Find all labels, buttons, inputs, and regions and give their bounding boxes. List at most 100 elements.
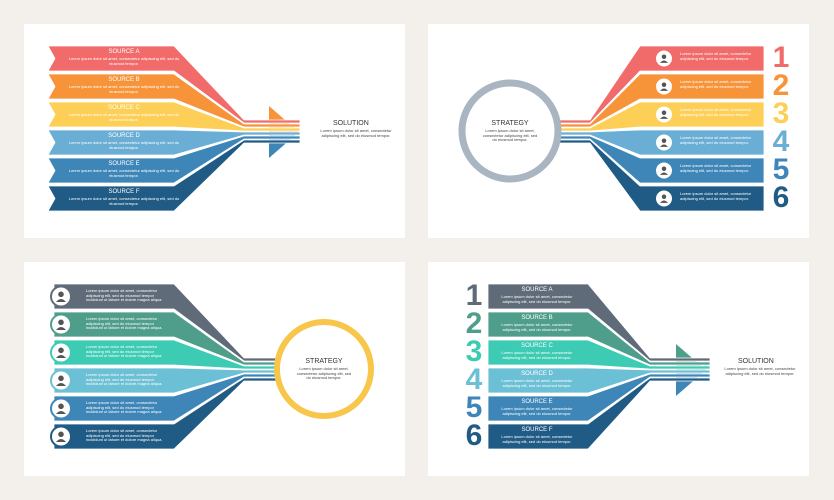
item-text: Lorem ipsum dolor sit amet, consectetur … [680,79,752,89]
strategy-ring [458,79,562,183]
band [487,367,711,394]
item-number: 1 [772,41,790,74]
band [47,135,301,184]
item-text: Lorem ipsum dolor sit amet, consectetur … [68,112,180,122]
item-label: SOURCE C [521,343,553,349]
item-text: Lorem ipsum dolor sit amet, consectetur … [86,344,163,359]
diagram [47,45,301,212]
item-label: SOURCE A [108,49,140,55]
icon-body [660,60,668,63]
item-text: Lorem ipsum dolor sit amet, consectetur … [680,191,752,201]
icon-body [660,88,668,91]
diagram [487,283,711,450]
item-text: Lorem ipsum dolor sit amet, consectetur … [501,434,573,444]
item-number: 6 [465,419,483,452]
icon-body [56,411,66,414]
item-number: 5 [465,391,483,424]
band [47,73,301,128]
item-label: SOURCE B [521,315,553,321]
item-text: Lorem ipsum dolor sit amet, consectetur … [68,56,180,66]
item-label: SOURCE F [521,427,553,433]
item-text: Lorem ipsum dolor sit amet, consectetur … [86,316,163,331]
center-text: Lorem ipsum dolor sit amet, consectetur … [724,366,796,376]
icon-body [660,144,668,147]
item-text: Lorem ipsum dolor sit amet, consectetur … [680,163,752,173]
band [487,311,711,366]
item-number: 4 [465,363,483,396]
diagram [50,283,374,450]
icon-body [56,299,66,302]
icon-body [660,200,668,203]
center-label: STRATEGY [491,120,529,127]
item-text: Lorem ipsum dolor sit amet, consectetur … [501,378,573,388]
center-label: SOLUTION [738,358,774,365]
panel: Lorem ipsum dolor sit amet, consectetur … [428,24,809,238]
item-text: Lorem ipsum dolor sit amet, consectetur … [680,51,752,61]
item-text: Lorem ipsum dolor sit amet, consectetur … [501,406,573,416]
item-number: 4 [772,125,790,158]
item-number: 3 [465,335,483,368]
item-label: SOURCE C [108,105,140,111]
mirror [556,45,765,212]
center-text: Lorem ipsum dolor sit amet, consectetur … [296,366,352,381]
strategy-ring [274,319,374,419]
item-text: Lorem ipsum dolor sit amet, consectetur … [68,140,180,150]
center-label: SOLUTION [333,120,369,127]
icon-head [58,347,64,354]
item-number: 2 [465,307,483,340]
diagram [458,45,765,212]
icon-head [661,110,667,115]
item-number: 6 [772,181,790,214]
item-text: Lorem ipsum dolor sit amet, consectetur … [501,350,573,360]
item-label: SOURCE A [521,287,553,293]
item-text: Lorem ipsum dolor sit amet, consectetur … [86,372,163,387]
item-label: SOURCE F [108,189,140,195]
panel: Lorem ipsum dolor sit amet, consectetur … [24,262,405,476]
panel: 1 SOURCE A Lorem ipsum dolor sit amet, con… [428,262,809,476]
icon-head [661,194,667,199]
icon-head [661,82,667,87]
icon-head [58,291,64,298]
center-text: Lorem ipsum dolor sit amet, consectetur … [482,128,538,143]
icon-body [56,383,66,386]
item-text: Lorem ipsum dolor sit amet, consectetur … [86,400,163,415]
icon-body [660,116,668,119]
item-number: 1 [465,279,483,312]
icon-body [56,327,66,330]
item-text: Lorem ipsum dolor sit amet, consectetur … [68,84,180,94]
panel: SOURCE A Lorem ipsum dolor sit amet, cons… [24,24,405,238]
item-text: Lorem ipsum dolor sit amet, consectetur … [680,135,752,145]
center-label: STRATEGY [305,358,343,365]
icon-body [660,172,668,175]
item-text: Lorem ipsum dolor sit amet, consectetur … [68,196,180,206]
item-number: 2 [772,69,790,102]
band [487,373,711,422]
band [47,45,301,124]
icon-head [661,138,667,143]
item-label: SOURCE E [108,161,140,167]
icon-head [661,54,667,59]
icon-head [58,319,64,326]
item-number: 3 [772,97,790,130]
band [47,139,301,212]
icon-body [56,355,66,358]
icon-body [56,439,66,442]
item-text: Lorem ipsum dolor sit amet, consectetur … [86,288,163,303]
item-text: Lorem ipsum dolor sit amet, consectetur … [501,322,573,332]
band [487,339,711,370]
item-text: Lorem ipsum dolor sit amet, consectetur … [680,107,752,117]
center-text: Lorem ipsum dolor sit amet, consectetur … [320,128,392,138]
item-number: 5 [772,153,790,186]
item-label: SOURCE B [108,77,140,83]
icon-head [661,166,667,171]
icon-head [58,403,64,410]
band [47,101,301,132]
item-text: Lorem ipsum dolor sit amet, consectetur … [68,168,180,178]
icon-head [58,431,64,438]
item-text: Lorem ipsum dolor sit amet, consectetur … [501,294,573,304]
band [47,129,301,156]
item-label: SOURCE D [108,133,140,139]
item-label: SOURCE D [521,371,553,377]
icon-head [58,375,64,382]
